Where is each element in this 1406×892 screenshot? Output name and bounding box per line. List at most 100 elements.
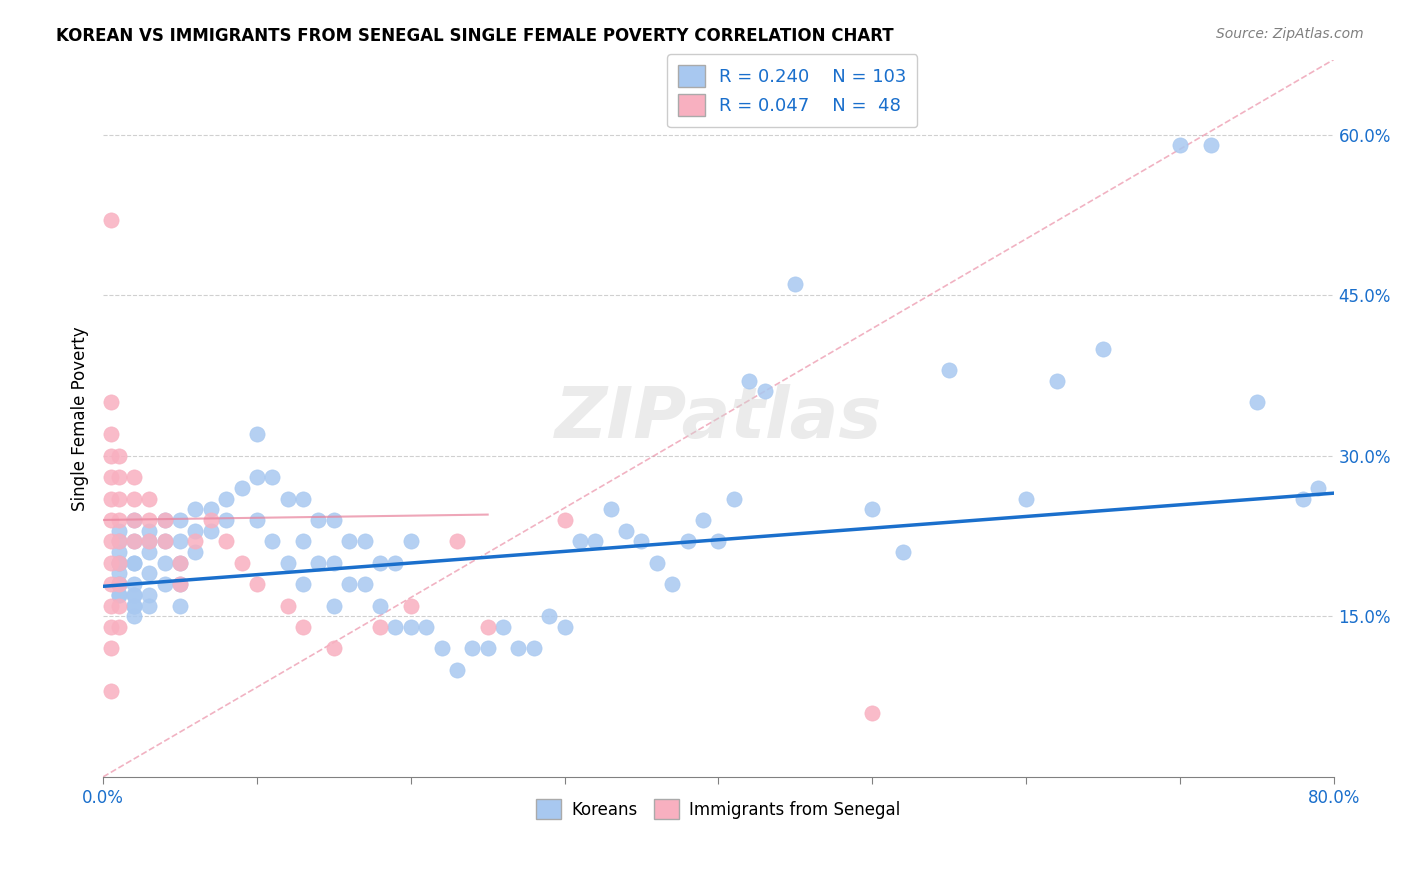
Point [107, 577, 129, 591]
Point [169, 577, 191, 591]
Point [399, 599, 422, 613]
Point [107, 556, 129, 570]
Point [107, 620, 129, 634]
Point [723, 491, 745, 506]
Point [100, 599, 122, 613]
Point [692, 513, 714, 527]
Point [415, 620, 437, 634]
Point [153, 513, 176, 527]
Point [100, 395, 122, 409]
Point [399, 534, 422, 549]
Point [138, 534, 160, 549]
Point [568, 534, 591, 549]
Point [138, 588, 160, 602]
Point [707, 534, 730, 549]
Point [100, 556, 122, 570]
Point [1091, 342, 1114, 356]
Point [138, 534, 160, 549]
Point [322, 599, 344, 613]
Point [292, 620, 315, 634]
Point [138, 491, 160, 506]
Point [492, 620, 515, 634]
Point [107, 566, 129, 581]
Point [107, 588, 129, 602]
Point [107, 524, 129, 538]
Point [107, 513, 129, 527]
Point [100, 449, 122, 463]
Legend: Koreans, Immigrants from Senegal: Koreans, Immigrants from Senegal [530, 792, 907, 826]
Point [107, 588, 129, 602]
Point [138, 566, 160, 581]
Point [100, 491, 122, 506]
Point [153, 577, 176, 591]
Point [122, 513, 145, 527]
Point [200, 524, 222, 538]
Point [477, 620, 499, 634]
Point [122, 534, 145, 549]
Point [200, 513, 222, 527]
Point [292, 577, 315, 591]
Point [523, 641, 546, 656]
Point [138, 513, 160, 527]
Point [246, 470, 269, 484]
Point [122, 513, 145, 527]
Point [661, 577, 683, 591]
Point [368, 599, 391, 613]
Point [754, 384, 776, 399]
Point [107, 577, 129, 591]
Point [599, 502, 621, 516]
Point [138, 524, 160, 538]
Point [122, 556, 145, 570]
Point [153, 534, 176, 549]
Point [100, 534, 122, 549]
Point [100, 513, 122, 527]
Point [246, 577, 269, 591]
Point [107, 534, 129, 549]
Point [100, 427, 122, 442]
Point [1308, 481, 1330, 495]
Point [200, 502, 222, 516]
Point [246, 427, 269, 442]
Point [231, 556, 253, 570]
Point [891, 545, 914, 559]
Point [122, 599, 145, 613]
Point [169, 534, 191, 549]
Point [122, 534, 145, 549]
Point [107, 449, 129, 463]
Point [938, 363, 960, 377]
Point [262, 534, 284, 549]
Point [554, 513, 576, 527]
Point [231, 481, 253, 495]
Point [122, 588, 145, 602]
Point [100, 470, 122, 484]
Point [107, 545, 129, 559]
Point [169, 577, 191, 591]
Point [215, 534, 238, 549]
Point [122, 588, 145, 602]
Point [100, 684, 122, 698]
Point [554, 620, 576, 634]
Point [785, 277, 807, 292]
Point [138, 545, 160, 559]
Point [169, 556, 191, 570]
Point [583, 534, 606, 549]
Point [122, 609, 145, 624]
Point [107, 577, 129, 591]
Point [630, 534, 652, 549]
Point [337, 534, 360, 549]
Point [107, 491, 129, 506]
Point [645, 556, 668, 570]
Point [322, 641, 344, 656]
Point [122, 556, 145, 570]
Point [384, 556, 406, 570]
Point [215, 491, 238, 506]
Point [122, 491, 145, 506]
Point [353, 577, 375, 591]
Point [107, 556, 129, 570]
Point [1168, 138, 1191, 153]
Point [292, 491, 315, 506]
Point [738, 374, 761, 388]
Point [107, 556, 129, 570]
Point [100, 620, 122, 634]
Point [122, 470, 145, 484]
